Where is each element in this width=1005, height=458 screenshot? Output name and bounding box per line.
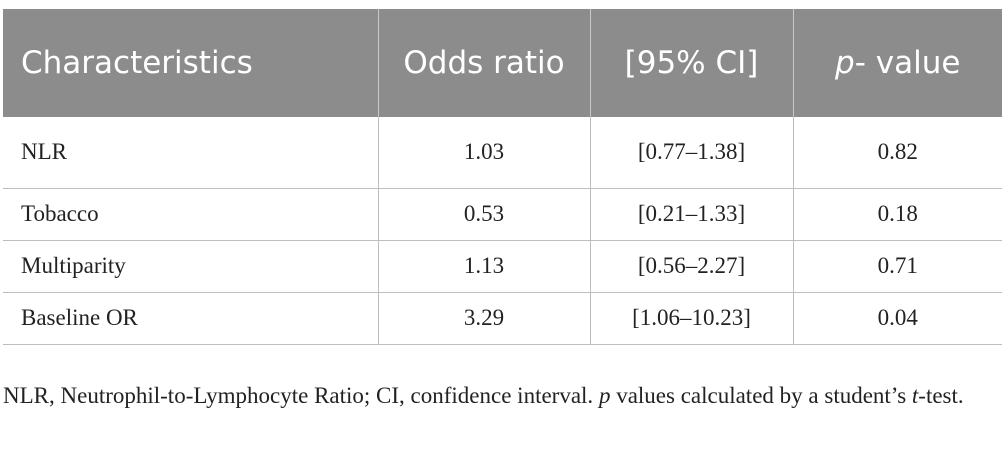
cell-odds-ratio: 0.53 <box>378 188 591 241</box>
table-row: NLR 1.03 [0.77–1.38] 0.82 <box>3 117 1002 189</box>
cell-p-value: 0.18 <box>793 188 1002 241</box>
table-row: Baseline OR 3.29 [1.06–10.23] 0.04 <box>3 292 1002 345</box>
cell-p-value: 0.04 <box>793 292 1002 345</box>
cell-odds-ratio: 1.13 <box>378 240 591 293</box>
table-row: Multiparity 1.13 [0.56–2.27] 0.71 <box>3 240 1002 293</box>
table-row: Tobacco 0.53 [0.21–1.33] 0.18 <box>3 188 1002 241</box>
header-odds-ratio: Odds ratio <box>378 9 591 117</box>
table-footnote: NLR, Neutrophil-to-Lymphocyte Ratio; CI,… <box>3 378 993 413</box>
footnote-part3: -test. <box>918 383 964 408</box>
cell-p-value: 0.82 <box>793 117 1002 189</box>
header-row: Characteristics Odds ratio [95% CI] p- v… <box>3 9 1002 117</box>
header-characteristics: Characteristics <box>3 9 379 117</box>
table-body: NLR 1.03 [0.77–1.38] 0.82 Tobacco 0.53 [… <box>3 117 1002 345</box>
header-p-rest: - value <box>854 45 961 81</box>
cell-odds-ratio: 3.29 <box>378 292 591 345</box>
cell-p-value: 0.71 <box>793 240 1002 293</box>
cell-characteristic: Multiparity <box>3 240 379 293</box>
footnote-part2: values calculated by a student’s <box>610 383 912 408</box>
cell-characteristic: NLR <box>3 117 379 189</box>
odds-ratio-table: Characteristics Odds ratio [95% CI] p- v… <box>3 9 1002 345</box>
cell-ci: [0.56–2.27] <box>590 240 794 293</box>
footnote-t-italic: t <box>911 383 919 408</box>
header-ci: [95% CI] <box>590 9 794 117</box>
header-p-italic: p <box>835 45 855 81</box>
cell-odds-ratio: 1.03 <box>378 117 591 189</box>
footnote-p-italic: p <box>598 383 611 408</box>
cell-characteristic: Baseline OR <box>3 292 379 345</box>
cell-ci: [0.21–1.33] <box>590 188 794 241</box>
footnote-part1: NLR, Neutrophil-to-Lymphocyte Ratio; CI,… <box>3 383 599 408</box>
header-p-value: p- value <box>793 9 1002 117</box>
table-header: Characteristics Odds ratio [95% CI] p- v… <box>3 9 1002 117</box>
cell-characteristic: Tobacco <box>3 188 379 241</box>
cell-ci: [1.06–10.23] <box>590 292 794 345</box>
cell-ci: [0.77–1.38] <box>590 117 794 189</box>
results-table-container: Characteristics Odds ratio [95% CI] p- v… <box>3 9 1002 345</box>
